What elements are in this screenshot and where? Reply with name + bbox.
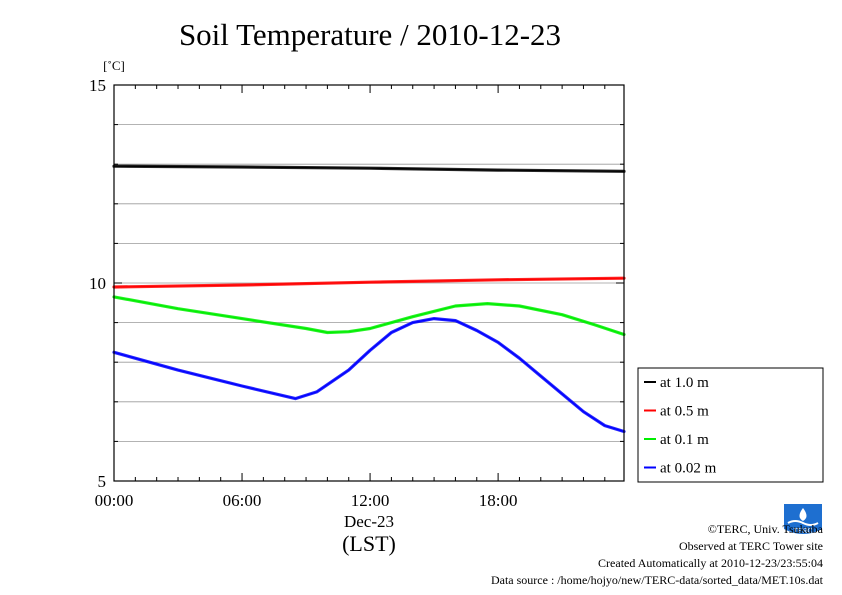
axis-ticks: 5 10 15 00:00 06:00 12:00 18:00: [89, 76, 624, 510]
x-axis-label: (LST): [342, 531, 396, 556]
x-tick-label: 00:00: [95, 491, 134, 510]
series-line: [112, 317, 626, 434]
series-line-core: [113, 165, 625, 172]
legend: at 1.0 m at 0.5 m at 0.1 m at 0.02 m: [644, 375, 717, 477]
legend-box: [637, 367, 824, 483]
terc-logo: TERC: [783, 503, 823, 539]
footer-source: Data source : /home/hojyo/new/TERC-data/…: [490, 573, 823, 587]
x-tick-label: 12:00: [351, 491, 390, 510]
x-tick-label: 06:00: [223, 491, 262, 510]
y-tick-label: 10: [89, 274, 106, 293]
date-label: Dec-23: [344, 512, 394, 531]
legend-label: at 0.5 m: [660, 404, 709, 420]
legend-label: at 0.1 m: [660, 432, 709, 448]
series-line-core: [113, 318, 625, 433]
x-tick-label: 18:00: [479, 491, 518, 510]
chart-title: Soil Temperature / 2010-12-23: [179, 17, 561, 52]
footer-site: Observed at TERC Tower site: [678, 539, 823, 553]
y-axis-unit: [˚C]: [103, 58, 125, 73]
svg-text:TERC: TERC: [793, 528, 812, 535]
series-line-core: [113, 296, 625, 336]
legend-label: at 0.02 m: [660, 461, 717, 477]
series-lines: [112, 164, 626, 434]
footer-created: Created Automatically at 2010-12-23/23:5…: [598, 556, 823, 570]
y-tick-label: 15: [89, 76, 106, 95]
series-line-core: [113, 277, 625, 288]
y-tick-label: 5: [98, 472, 107, 491]
legend-label: at 1.0 m: [660, 375, 709, 391]
footer-copyright: ©TERC, Univ. Tsukuba: [707, 522, 823, 536]
